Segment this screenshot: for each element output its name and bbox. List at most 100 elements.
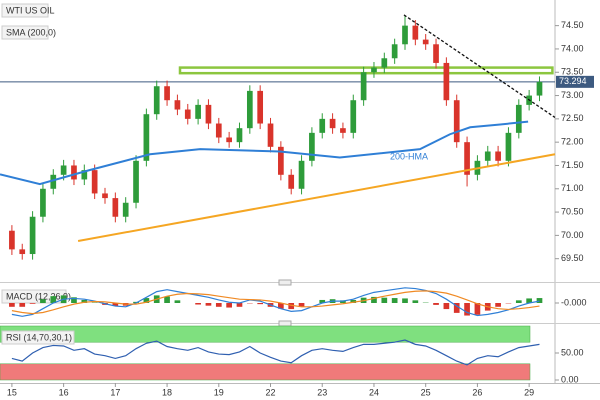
indicator-box[interactable] (1, 330, 75, 345)
candle-body (464, 142, 470, 175)
candle-body (40, 188, 46, 217)
candle-body (288, 174, 295, 189)
candle-body (112, 198, 119, 217)
candle-body (412, 25, 419, 40)
candle-body (536, 81, 543, 96)
hma-label: 200-HMA (390, 152, 428, 162)
macd-histogram-bar (443, 303, 450, 310)
macd-histogram-bar (433, 303, 439, 305)
y-tick-label: 70.50 (561, 206, 584, 216)
macd-histogram-bar (195, 303, 201, 305)
last-price-tag (556, 75, 594, 88)
candle-body (515, 104, 522, 133)
candle-body (298, 160, 305, 189)
candle-body (309, 132, 315, 161)
macd-histogram-bar (215, 303, 222, 307)
macd-histogram-bar (381, 297, 388, 303)
candle-body (29, 216, 36, 255)
candle-body (350, 100, 357, 133)
macd-histogram-bar (143, 298, 150, 303)
candle-body (195, 104, 201, 119)
y-tick-label: 69.50 (561, 253, 584, 263)
candle-body (319, 118, 326, 133)
macd-line (11, 287, 540, 317)
y-tick-label: 74.50 (561, 20, 584, 30)
y-tick-label: 74.00 (561, 43, 584, 53)
y-tick-label: 0.00 (561, 374, 579, 384)
macd-histogram-bar (19, 303, 26, 307)
x-tick-label: 24 (369, 387, 379, 397)
y-tick-label: -0.000 (561, 297, 587, 307)
macd-histogram-bar (236, 303, 243, 307)
x-tick-label: 25 (421, 387, 431, 397)
y-tick-label: 72.50 (561, 113, 584, 123)
x-tick-label: 19 (214, 387, 224, 397)
candle-body (174, 100, 181, 110)
rsi-line (11, 339, 540, 366)
macd-histogram-bar (453, 303, 460, 313)
panel-handle[interactable] (278, 320, 292, 327)
y-tick-label: 71.00 (561, 183, 584, 193)
macd-histogram-bar (536, 298, 543, 303)
x-tick-label: 26 (472, 387, 482, 397)
macd-histogram-bar (464, 303, 470, 316)
macd-histogram-bar (174, 300, 181, 303)
candle-body (495, 151, 501, 161)
candle-body (215, 123, 222, 138)
macd-histogram-bar (412, 300, 419, 303)
candle-body (164, 86, 170, 101)
y-tick-label: 70.00 (561, 230, 584, 240)
candle-body (226, 137, 232, 143)
x-tick-label: 18 (162, 387, 172, 397)
candle-body (381, 58, 388, 68)
candle-body (205, 104, 212, 124)
candle-body (443, 62, 450, 101)
candle-body (9, 230, 15, 250)
trendline (77, 153, 556, 242)
macd-histogram-bar (81, 299, 88, 303)
candle-body (236, 128, 243, 143)
candle-body (50, 174, 57, 189)
macd-histogram-bar (474, 303, 481, 315)
signal-line (11, 290, 540, 315)
candle-body (391, 44, 398, 59)
macd-histogram-bar (71, 297, 77, 303)
x-tick-label: 23 (317, 387, 327, 397)
x-tick-label: 22 (266, 387, 276, 397)
candle-body (184, 109, 191, 119)
macd-histogram-bar (9, 303, 15, 307)
candle-body (153, 86, 160, 115)
macd-histogram-bar (164, 296, 170, 303)
macd-histogram-bar (319, 299, 326, 303)
candle-body (91, 170, 98, 194)
chart-title: WTI US OIL (6, 5, 55, 15)
y-tick-label: 73.00 (561, 90, 584, 100)
candle-body (433, 44, 439, 63)
macd-histogram-bar (257, 303, 264, 305)
symbol-box[interactable] (1, 3, 49, 18)
candle-body (246, 90, 253, 129)
candle-body (71, 165, 77, 180)
macd-histogram-bar (50, 296, 57, 303)
macd-histogram-bar (515, 300, 522, 303)
candle-body (329, 118, 336, 129)
candle-body (257, 90, 264, 124)
candle-body (60, 165, 67, 175)
macd-histogram-bar (298, 303, 305, 307)
panel-handle[interactable] (278, 279, 292, 286)
macd-histogram-bar (112, 303, 119, 307)
macd-histogram-bar (350, 299, 357, 303)
candle-body (505, 132, 512, 161)
macd-histogram-bar (288, 303, 295, 310)
candle-body (360, 72, 367, 101)
candle-body (340, 128, 346, 133)
candle-body (133, 160, 139, 203)
candle-body (19, 249, 26, 255)
macd-histogram-bar (205, 303, 212, 306)
candle-body (122, 202, 129, 217)
candle-body (484, 151, 491, 161)
candle-body (453, 100, 460, 143)
hma-line (0, 120, 529, 186)
indicator-box[interactable] (1, 25, 49, 40)
